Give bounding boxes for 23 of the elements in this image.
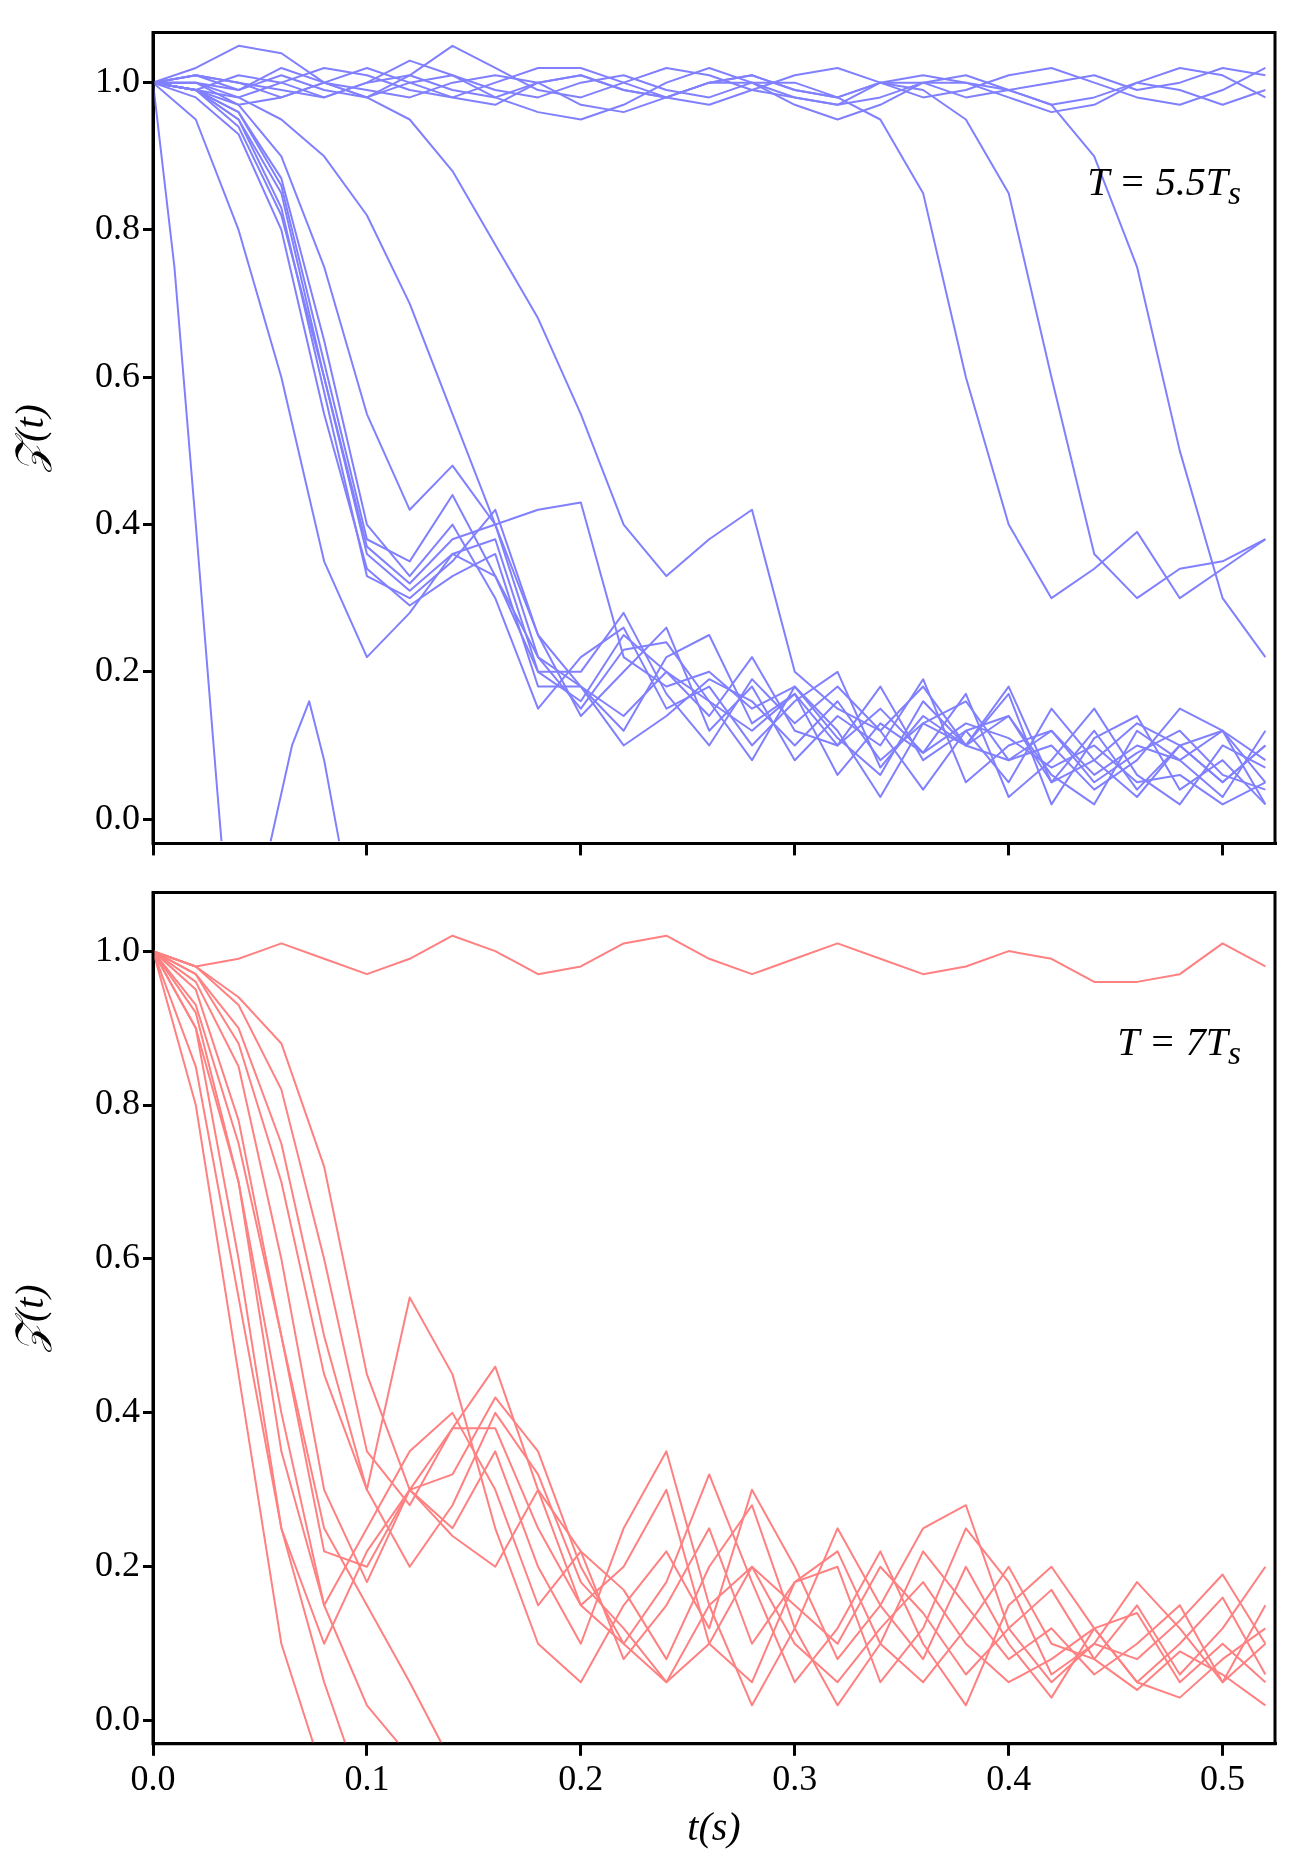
y-tick-label: 1.0 [95,60,140,101]
y-tick-label: 0.8 [95,207,140,248]
y-tick-label: 0.6 [95,354,140,395]
x-tick-label: 0.2 [558,1757,604,1798]
x-tick-label: 0.0 [130,1757,176,1798]
y-axis-title: 𝒵(t) [6,1284,52,1354]
x-axis-title: t(s) [687,1803,741,1849]
y-tick-label: 0.4 [95,1390,140,1431]
y-tick-label: 0.2 [95,649,140,690]
annotation: T = 7T$_{s}$ [1117,1018,1241,1072]
y-tick-label: 0.2 [95,1544,140,1585]
annotation: T = 5.5T$_{s}$ [1087,158,1241,212]
y-tick-label: 0.6 [95,1236,140,1277]
y-tick-label: 0.4 [95,501,140,542]
x-tick-label: 0.3 [772,1757,818,1798]
y-tick-label: 0.0 [95,796,140,837]
y-tick-label: 0.8 [95,1082,140,1123]
y-tick-label: 1.0 [95,928,140,969]
x-tick-label: 0.5 [1200,1757,1246,1798]
y-axis-title: 𝒵(t) [6,404,52,473]
x-tick-label: 0.4 [986,1757,1032,1798]
y-tick-label: 0.0 [95,1698,140,1739]
x-tick-label: 0.1 [344,1757,390,1798]
